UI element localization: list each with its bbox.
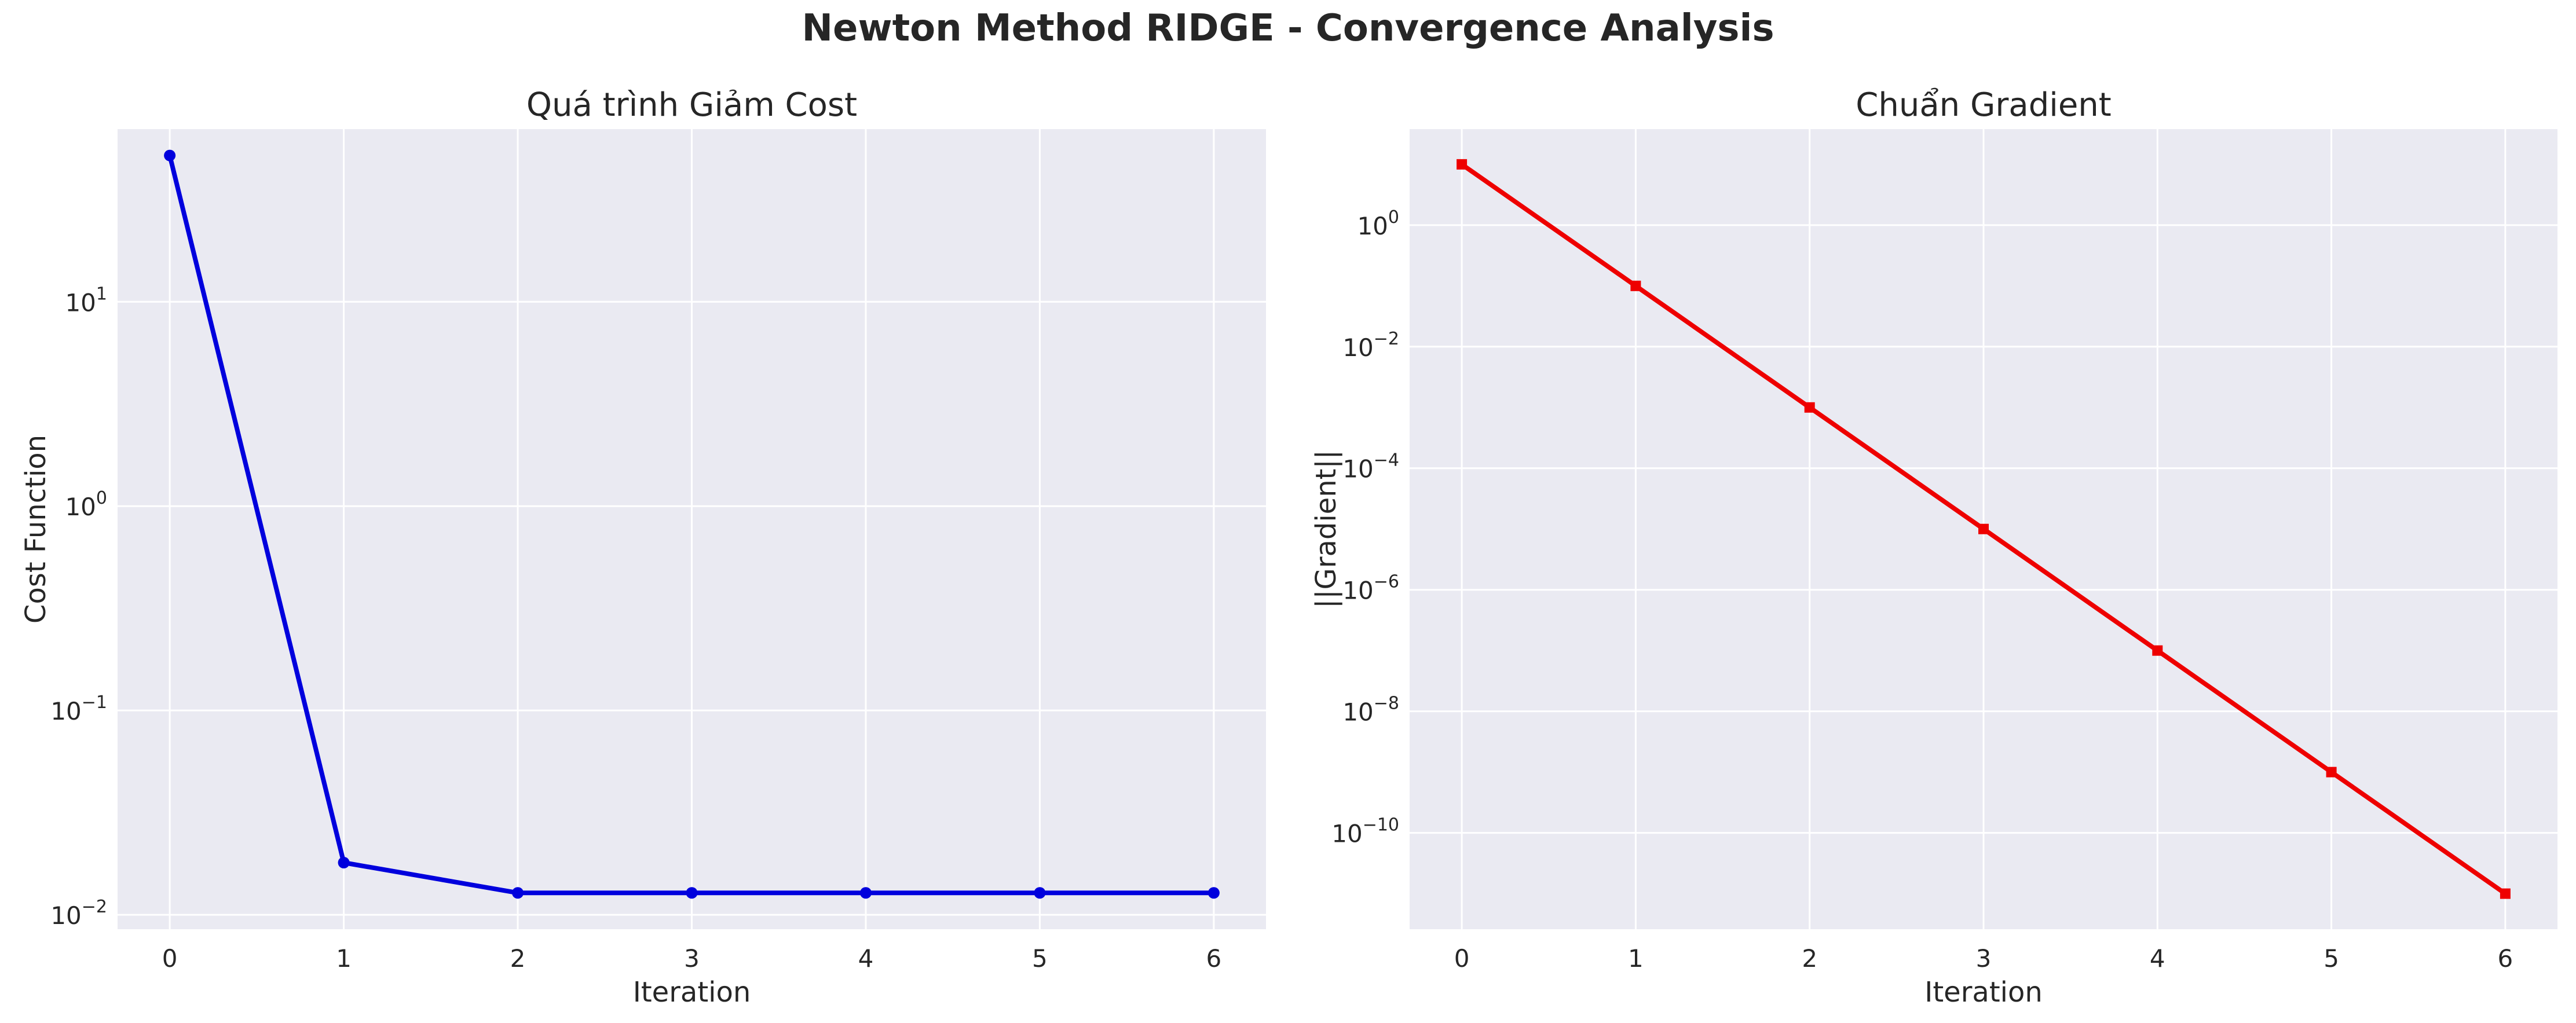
chart1-data-point <box>512 887 524 899</box>
chart1-data-point <box>338 856 350 868</box>
chart1-data-point <box>1208 887 1220 899</box>
chart1-data-point <box>859 887 872 899</box>
chart2-x-tick-label: 1 <box>1628 944 1644 973</box>
chart1-y-tick-label: 101 <box>65 284 107 317</box>
chart2-y-tick-label: 10−4 <box>1342 450 1399 483</box>
chart2-data-point <box>1804 402 1815 413</box>
chart2-y-tick-label: 10−2 <box>1342 329 1399 362</box>
chart1-y-tick-label: 100 <box>65 488 107 521</box>
chart1-x-axis-label: Iteration <box>633 976 751 1009</box>
chart2-data-point <box>1457 159 1468 170</box>
chart2-data-point <box>2152 645 2163 656</box>
chart1-x-tick-label: 3 <box>684 944 700 973</box>
chart1-title: Quá trình Giảm Cost <box>526 86 857 124</box>
chart2-x-tick-label: 2 <box>1802 944 1817 973</box>
chart1-x-tick-label: 2 <box>510 944 526 973</box>
chart2-title: Chuẩn Gradient <box>1856 86 2111 124</box>
chart2-y-tick-label: 10−6 <box>1342 572 1399 605</box>
chart1-y-axis-label: Cost Function <box>20 435 52 624</box>
chart2-y-tick-label: 100 <box>1357 207 1399 240</box>
chart1-data-point <box>164 149 176 162</box>
chart1-x-tick-label: 0 <box>162 944 178 973</box>
chart2-y-tick-label: 10−8 <box>1342 694 1399 727</box>
chart2-data-point <box>2326 767 2337 778</box>
chart2-data-point <box>1978 523 1989 534</box>
chart1-x-tick-label: 4 <box>858 944 874 973</box>
chart2-x-tick-label: 0 <box>1454 944 1470 973</box>
chart2-panel: Chuẩn Gradient 0 1 2 3 4 5 6 10−10 10−8 10−6 10−4 10… <box>1310 86 2557 1009</box>
chart1-y-tick-label: 10−1 <box>50 692 107 725</box>
chart2-x-axis-label: Iteration <box>1924 976 2043 1009</box>
chart1-data-point <box>1034 887 1046 899</box>
chart2-x-tick-label: 3 <box>1976 944 1992 973</box>
chart2-x-tick-label: 4 <box>2150 944 2165 973</box>
chart1-panel: Quá trình Giảm Cost 0 1 2 3 4 5 6 10−2 10−1 100 101… <box>20 86 1266 1009</box>
chart2-data-point <box>1630 280 1641 291</box>
chart1-x-tick-label: 6 <box>1206 944 1221 973</box>
chart1-y-tick-label: 10−2 <box>50 897 107 930</box>
chart1-x-tick-label: 5 <box>1032 944 1048 973</box>
chart2-y-axis-label: ||Gradient|| <box>1310 450 1342 608</box>
chart1-data-point <box>686 887 698 899</box>
chart2-data-point <box>2500 888 2511 899</box>
chart2-y-tick-label: 10−10 <box>1331 815 1399 848</box>
figure-suptitle: Newton Method RIDGE - Convergence Analys… <box>802 7 1774 50</box>
chart1-x-tick-label: 1 <box>336 944 352 973</box>
chart2-x-tick-label: 6 <box>2498 944 2513 973</box>
chart2-x-tick-label: 5 <box>2323 944 2339 973</box>
